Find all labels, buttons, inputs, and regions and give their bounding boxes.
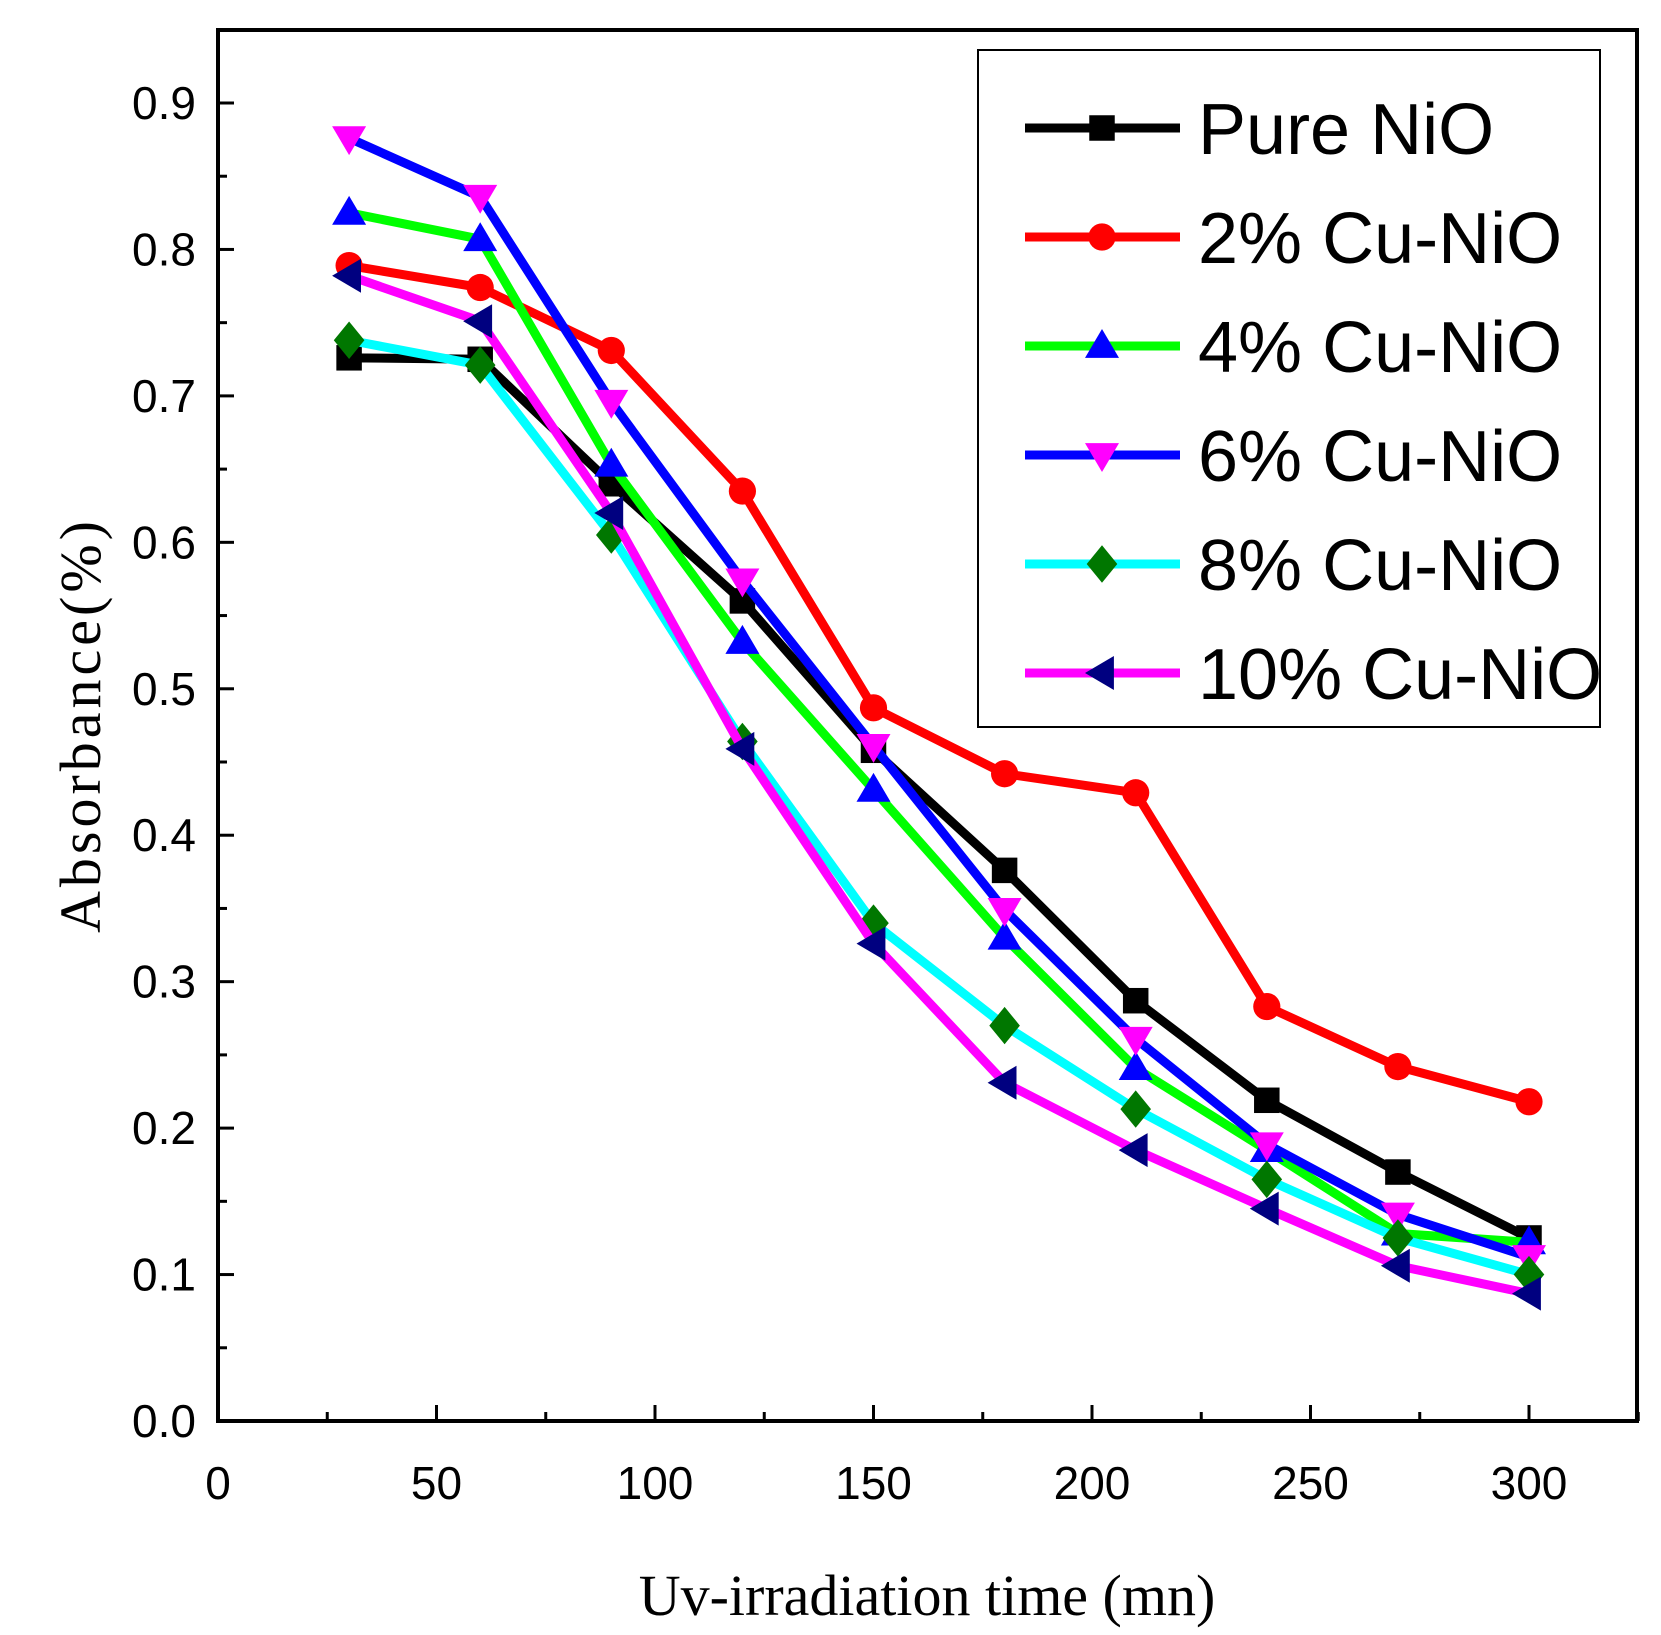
series-line xyxy=(347,134,1531,1262)
data-point xyxy=(1380,1248,1410,1283)
data-point xyxy=(1118,1026,1153,1056)
legend-entry: Pure NiO xyxy=(1025,90,1494,170)
series-line xyxy=(348,208,1530,1247)
data-point xyxy=(1384,1053,1412,1081)
y-tick-label: 0.6 xyxy=(132,516,196,568)
y-tick-label: 0.9 xyxy=(132,77,196,129)
data-point xyxy=(1122,779,1150,807)
data-point xyxy=(856,772,891,802)
data-point xyxy=(463,184,498,214)
data-point xyxy=(987,898,1022,927)
legend-entry: 2% Cu-NiO xyxy=(1025,199,1562,279)
data-point xyxy=(1118,1051,1153,1080)
legend-entry: 10% Cu-NiO xyxy=(1025,635,1602,715)
legend: Pure NiO 2% Cu-NiO 4% Cu-NiO 6% Cu-NiO 8% Cu… xyxy=(977,49,1602,728)
data-point xyxy=(1512,1276,1541,1311)
y-tick-label: 0.1 xyxy=(132,1249,196,1301)
legend-marker xyxy=(1089,115,1115,141)
legend-label: Pure NiO xyxy=(1198,90,1494,170)
data-point xyxy=(987,920,1022,950)
data-point xyxy=(859,694,888,722)
data-point xyxy=(989,1006,1020,1045)
x-axis-label: Uv-irradiation time (mn) xyxy=(639,1563,1216,1628)
legend-label: 4% Cu-NiO xyxy=(1198,308,1562,388)
data-point xyxy=(725,624,760,654)
series-line xyxy=(348,335,1531,1279)
data-point xyxy=(991,857,1018,884)
data-point xyxy=(725,731,755,766)
data-point xyxy=(856,733,891,763)
data-point xyxy=(594,496,624,531)
data-point xyxy=(1382,1219,1414,1257)
data-point xyxy=(725,568,760,598)
legend-entry: 6% Cu-NiO xyxy=(1025,417,1562,497)
x-tick-label: 200 xyxy=(1054,1457,1131,1509)
data-point xyxy=(1385,1159,1411,1185)
legend-marker xyxy=(1086,545,1118,583)
data-point xyxy=(594,447,629,477)
legend-label: 2% Cu-NiO xyxy=(1198,199,1562,279)
data-point xyxy=(856,926,886,961)
data-point xyxy=(1249,1191,1279,1226)
legend-label: 6% Cu-NiO xyxy=(1198,417,1562,497)
data-point xyxy=(463,222,498,252)
series-2-cu-nio xyxy=(335,251,1543,1116)
legend-label: 10% Cu-NiO xyxy=(1198,635,1602,715)
y-tick-label: 0.8 xyxy=(132,223,196,275)
data-point xyxy=(991,760,1019,788)
data-point xyxy=(332,126,367,156)
series-10-cu-nio xyxy=(332,258,1541,1311)
data-point xyxy=(1122,987,1149,1014)
data-point xyxy=(594,389,629,419)
data-point xyxy=(464,346,496,384)
legend-entry: 4% Cu-NiO xyxy=(1025,308,1562,388)
data-point xyxy=(332,258,361,293)
data-point xyxy=(1513,1255,1545,1294)
legend-marker xyxy=(1088,223,1116,251)
data-point xyxy=(1251,1160,1283,1199)
legend-entry: 8% Cu-NiO xyxy=(1025,526,1562,606)
data-point xyxy=(332,195,367,225)
data-point xyxy=(1254,1087,1280,1114)
y-tick-label: 0.0 xyxy=(132,1395,196,1447)
data-point xyxy=(1249,1132,1284,1162)
y-tick-label: 0.5 xyxy=(132,663,196,715)
data-point xyxy=(1120,1090,1151,1128)
x-tick-label: 300 xyxy=(1491,1457,1568,1509)
data-point xyxy=(333,321,365,359)
series-6-cu-nio xyxy=(332,126,1546,1274)
plot-frame xyxy=(216,28,1639,1423)
data-point xyxy=(1118,1133,1148,1168)
y-tick-label: 0.4 xyxy=(132,809,196,861)
x-tick-label: 50 xyxy=(411,1457,462,1509)
data-point xyxy=(728,477,757,505)
x-tick-label: 250 xyxy=(1272,1457,1349,1509)
x-tick-label: 150 xyxy=(835,1457,912,1509)
y-tick-label: 0.7 xyxy=(132,370,196,422)
y-axis-label: Absorbance(%) xyxy=(48,517,113,933)
legend-box xyxy=(977,49,1601,728)
legend-marker xyxy=(1085,656,1114,690)
data-point xyxy=(597,336,625,365)
x-tick-label: 100 xyxy=(617,1457,694,1509)
data-point xyxy=(1380,1202,1415,1232)
data-point xyxy=(466,273,494,302)
x-tick-label: 0 xyxy=(205,1457,231,1509)
series-line xyxy=(348,261,1531,1107)
legend-marker xyxy=(1085,443,1119,472)
data-point xyxy=(463,304,493,339)
data-point xyxy=(987,1065,1017,1100)
legend-label: 8% Cu-NiO xyxy=(1198,526,1562,606)
y-tick-label: 0.2 xyxy=(132,1102,196,1154)
legend-marker xyxy=(1085,329,1119,358)
data-point xyxy=(858,904,889,942)
series-line xyxy=(347,271,1530,1298)
data-point xyxy=(1253,992,1281,1021)
y-tick-label: 0.3 xyxy=(132,956,196,1008)
data-point xyxy=(1515,1088,1543,1116)
